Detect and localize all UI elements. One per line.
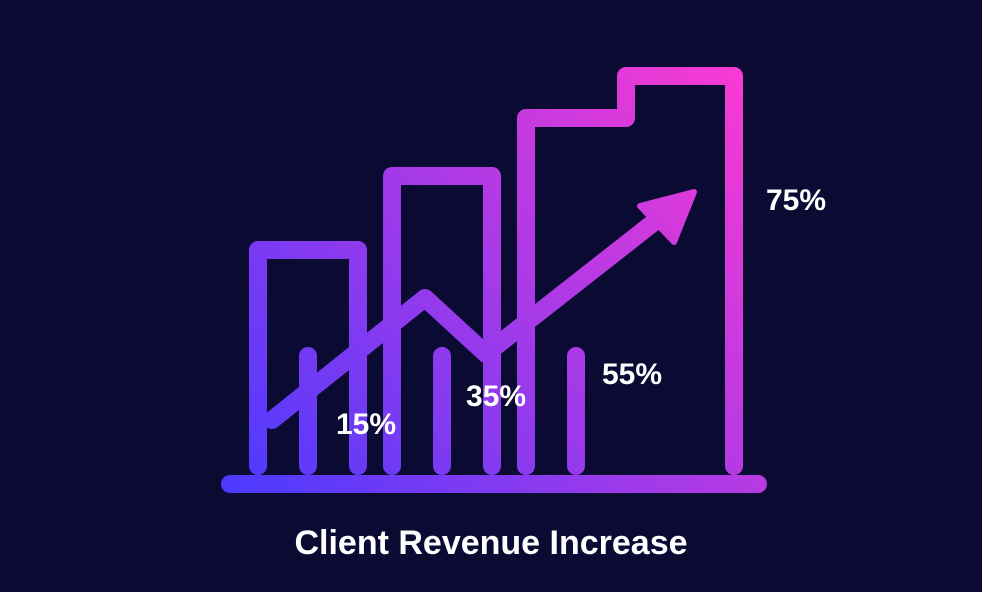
pct-label-3: 75% xyxy=(766,184,826,218)
chart-title: Client Revenue Increase xyxy=(0,524,982,563)
pct-label-0: 15% xyxy=(336,408,396,442)
pct-label-1: 35% xyxy=(466,380,526,414)
revenue-chart: Client Revenue Increase 15% 35% 55% 75% xyxy=(0,0,982,592)
pct-label-2: 55% xyxy=(602,358,662,392)
chart-svg xyxy=(0,0,982,592)
